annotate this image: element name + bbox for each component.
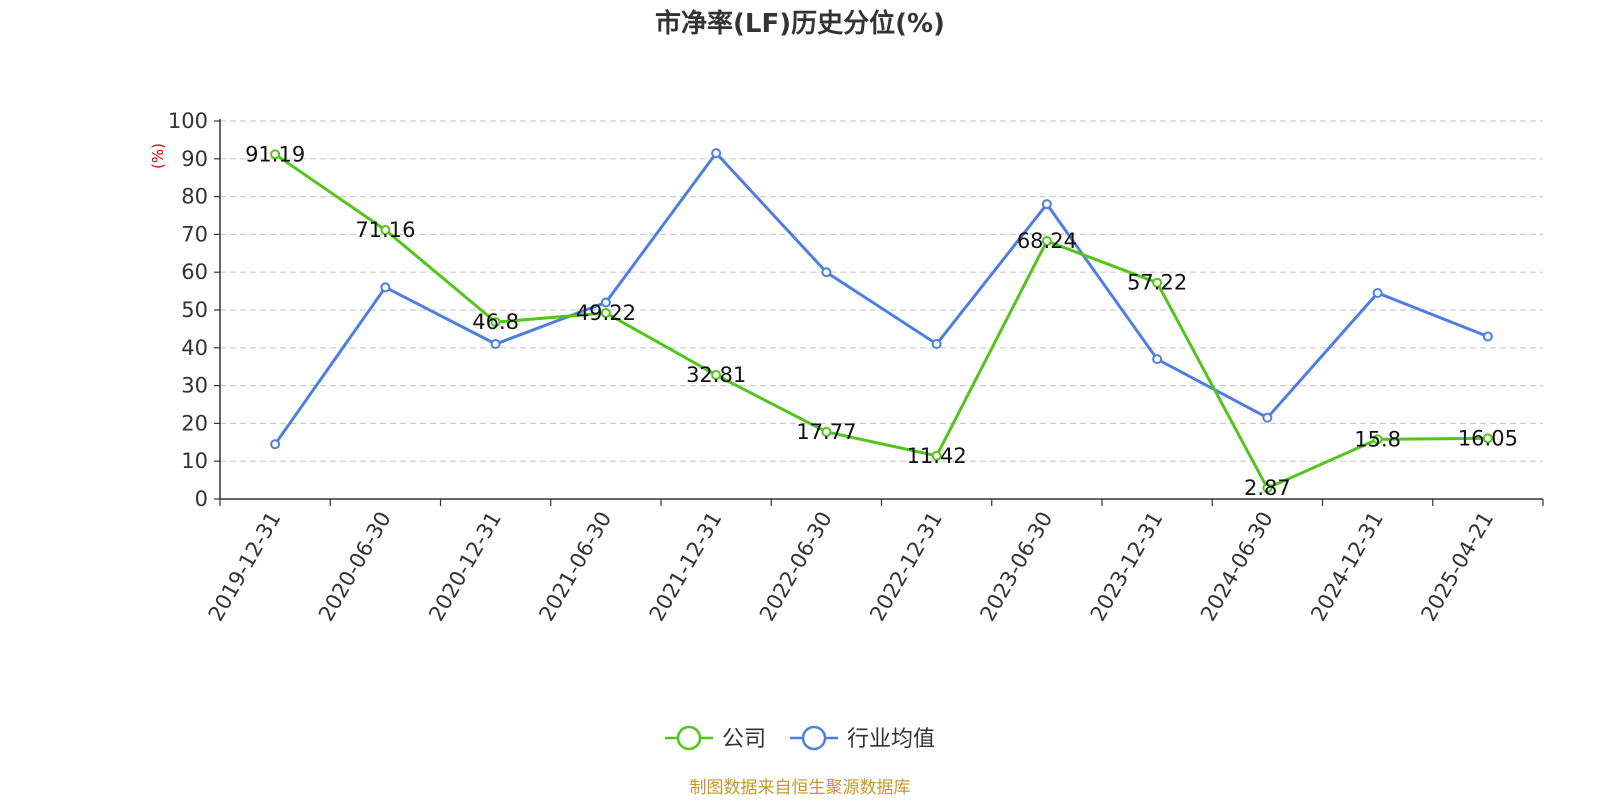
x-tick-label: 2020-12-31 [424,508,506,626]
data-point-industry-average [490,339,501,350]
series-line-industry-average [273,151,1489,446]
data-point-industry-average [380,282,391,293]
y-tick-label: 80 [181,185,208,209]
x-tick-label: 2022-06-30 [755,508,837,626]
data-point-industry-average [1041,199,1052,210]
y-tick-label: 20 [181,411,208,435]
x-tick-label: 2019-12-31 [204,508,286,626]
data-point-company [270,149,281,160]
data-point-company [380,225,391,236]
data-label: 16.05 [1458,426,1518,450]
x-tick-label: 2024-12-31 [1306,508,1388,626]
data-point-industry-average [600,297,611,308]
grid-lines [220,120,1543,462]
data-label: 46.8 [472,310,519,334]
x-tick-label: 2025-04-21 [1416,508,1498,626]
data-point-company [931,450,942,461]
x-axis-ticks: 2019-12-31 2020-06-30 2020-12-31 2021-06-30… [204,499,1544,626]
series-layer [270,148,1493,494]
data-label: 15.8 [1354,427,1401,451]
data-point-industry-average [1152,354,1163,365]
data-point-company [1152,277,1163,288]
series-line-company [274,153,1488,490]
y-tick-label: 60 [181,260,208,284]
legend-label-industry-average: 行业均值 [847,727,935,752]
x-tick-label: 2023-06-30 [975,508,1057,626]
x-tick-label: 2023-12-31 [1086,508,1168,626]
data-point-company [1041,236,1052,247]
y-tick-label: 90 [181,147,208,171]
x-tick-label: 2021-06-30 [534,508,616,626]
data-label: 17.77 [796,420,856,444]
data-label: 91.19 [245,142,305,166]
data-point-company [821,426,832,437]
data-point-company [600,307,611,318]
data-label: 32.81 [686,363,746,387]
y-axis-ticks: 0 10 20 30 40 50 60 70 80 90 100 [168,109,220,511]
data-point-industry-average [270,439,281,450]
data-point-company [711,369,722,380]
y-axis-unit-label: (%) [149,143,167,169]
data-point-industry-average [821,267,832,278]
legend-marker-company [676,725,702,751]
y-tick-label: 10 [181,449,208,473]
data-labels: 91.19 71.16 46.8 49.22 32.81 17.77 11.42 68.24 5… [245,142,1518,500]
data-point-industry-average [1372,287,1383,298]
legend: 公司 行业均值 [665,725,935,752]
y-tick-label: 30 [181,374,208,398]
data-point-industry-average [931,339,942,350]
data-point-company [1482,433,1493,444]
data-point-industry-average [1262,412,1273,423]
data-label: 11.42 [907,444,967,468]
y-tick-label: 70 [181,222,208,246]
data-label: 68.24 [1017,229,1077,253]
data-label: 71.16 [355,218,415,242]
data-label: 57.22 [1127,271,1187,295]
legend-marker-industry-average [801,725,827,751]
chart-title: 市净率(LF)历史分位(%) [655,8,945,39]
data-point-company [1262,483,1273,494]
legend-label-company: 公司 [722,727,766,752]
x-tick-label: 2021-12-31 [645,508,727,626]
x-tick-label: 2022-12-31 [865,508,947,626]
data-label: 49.22 [576,301,636,325]
y-tick-label: 50 [181,298,208,322]
y-tick-label: 0 [195,487,208,511]
data-point-company [1372,434,1383,445]
data-point-industry-average [1482,331,1493,342]
data-point-company [490,317,501,328]
source-note: 制图数据来自恒生聚源数据库 [690,778,911,798]
y-tick-label: 40 [181,336,208,360]
data-point-industry-average [711,148,722,159]
y-tick-label: 100 [168,109,208,133]
x-tick-label: 2020-06-30 [314,508,396,626]
data-label: 2.87 [1244,476,1291,500]
x-tick-label: 2024-06-30 [1196,508,1278,626]
